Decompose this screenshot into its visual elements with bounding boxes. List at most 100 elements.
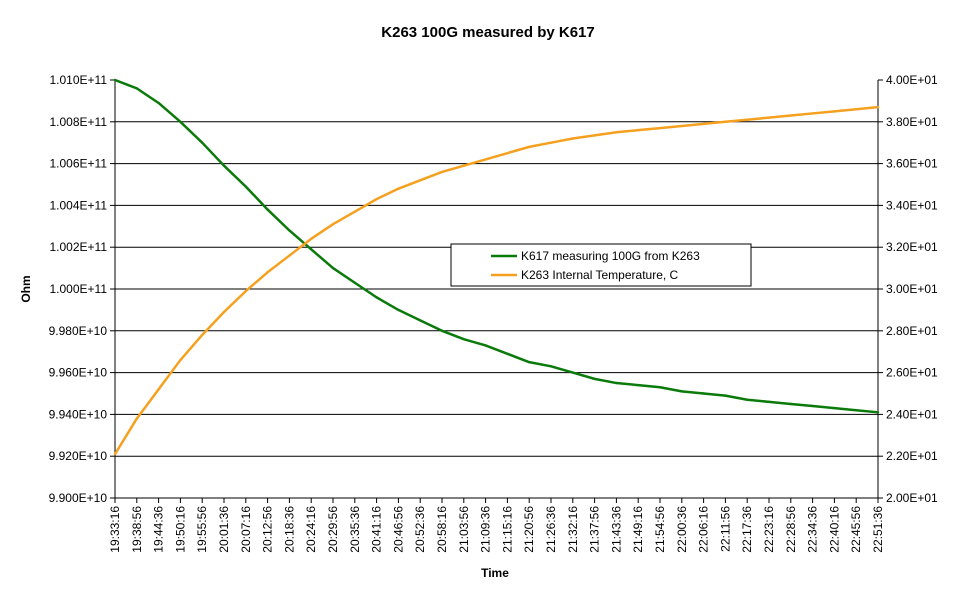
x-tick-label: 21:15:16 [500,506,514,553]
y-axis-title: Ohm [19,275,33,302]
y2-tick-label: 3.80E+01 [886,115,938,129]
x-axis: 19:33:16 19:38:56 19:44:36 19:50:16 19:55:56… [108,497,885,553]
data-point-k617 [310,248,313,251]
data-point-temperature [855,108,858,111]
y-tick-label: 1.008E+11 [50,115,108,129]
x-tick-label: 22:11:56 [718,506,732,552]
y-tick-label: 9.960E+10 [49,366,108,380]
data-point-temperature [266,271,269,274]
y2-tick-label: 3.60E+01 [886,157,938,171]
data-point-k617 [767,400,771,404]
y2-tick-label: 2.40E+01 [886,407,938,421]
data-point-k617 [593,377,596,381]
x-tick-label: 21:43:36 [609,506,623,553]
data-point-k617 [528,360,531,364]
data-point-temperature [222,310,226,314]
data-point-temperature [528,145,531,149]
data-point-temperature [397,187,400,190]
x-tick-label: 22:06:16 [697,506,711,553]
data-point-temperature [724,120,727,124]
x-tick-label: 20:18:36 [282,506,296,553]
data-point-temperature [462,164,465,167]
y2-tick-label: 2.00E+01 [886,491,938,505]
data-point-temperature [767,116,771,119]
data-point-temperature [593,134,596,137]
x-tick-label: 19:38:56 [130,506,144,553]
data-point-k617 [549,365,553,368]
data-point-k617 [440,329,444,332]
data-point-k617 [353,281,356,284]
data-point-k617 [135,87,138,90]
x-tick-label: 22:34:36 [806,506,820,553]
data-point-temperature [702,122,705,126]
x-tick-label: 21:09:36 [479,506,493,553]
x-tick-label: 20:12:56 [261,506,275,553]
data-point-k617 [615,381,618,385]
x-tick-label: 20:01:36 [217,506,231,553]
data-point-temperature [244,289,247,293]
data-point-temperature [113,452,117,456]
data-point-k617 [484,344,487,347]
data-point-k617 [637,383,640,387]
y-tick-label: 9.900E+10 [49,491,108,505]
data-point-k617 [397,308,400,312]
x-tick-label: 20:46:56 [391,506,405,553]
y2-tick-label: 2.60E+01 [886,366,938,380]
x-tick-label: 20:29:56 [326,506,340,553]
data-point-temperature [571,137,574,140]
y-tick-label: 1.006E+11 [50,157,108,171]
data-point-temperature [615,131,618,134]
data-point-temperature [288,254,291,257]
y-tick-label: 9.940E+10 [49,407,108,421]
x-tick-label: 22:23:16 [762,506,776,553]
data-point-k617 [658,386,662,389]
x-tick-label: 19:33:16 [108,506,122,553]
data-point-k617 [375,296,378,299]
x-tick-label: 21:49:16 [631,506,645,553]
y-tick-label: 1.004E+11 [50,198,108,212]
data-point-temperature [331,223,335,226]
data-point-k617 [331,266,335,270]
data-point-k617 [702,392,705,395]
y-tick-label: 1.000E+11 [50,282,108,296]
data-point-temperature [201,333,204,337]
x-axis-title: Time [481,566,509,580]
x-tick-label: 20:24:16 [304,506,318,553]
y2-tick-label: 4.00E+01 [886,73,938,87]
y-tick-label: 9.920E+10 [49,449,108,463]
y2-tick-label: 2.80E+01 [886,324,938,338]
data-point-k617 [462,337,465,341]
data-point-temperature [179,358,182,362]
y2-tick-label: 2.20E+01 [886,449,938,463]
x-tick-label: 19:44:36 [152,506,166,553]
legend: K617 measuring 100G from K263 K263 Inter… [450,243,752,287]
legend-box [450,243,752,287]
x-tick-label: 22:45:56 [849,506,863,553]
data-point-temperature [440,170,444,174]
x-tick-label: 22:40:16 [827,506,841,553]
data-point-temperature [680,124,683,128]
x-tick-label: 22:17:36 [740,506,754,553]
data-point-temperature [637,128,640,132]
x-tick-label: 20:07:16 [239,506,253,553]
data-point-k617 [855,409,858,412]
x-tick-label: 21:26:36 [544,506,558,553]
x-tick-label: 20:41:16 [370,506,384,553]
data-point-k617 [571,371,574,374]
data-point-k617 [201,141,204,144]
data-point-k617 [288,229,291,232]
data-point-temperature [353,210,356,213]
x-tick-label: 21:20:56 [522,506,536,553]
x-tick-label: 21:03:56 [457,506,471,553]
x-tick-label: 22:00:36 [675,506,689,553]
y-tick-label: 9.980E+10 [49,324,108,338]
y2-tick-label: 3.40E+01 [886,198,938,212]
data-point-temperature [419,179,422,182]
x-tick-label: 20:52:36 [413,506,427,553]
x-tick-label: 20:58:16 [435,506,449,553]
x-tick-label: 19:55:56 [195,506,209,553]
data-point-temperature [833,110,836,113]
left-y-axis: 9.900E+10 9.920E+10 9.940E+10 9.960E+10 9.98… [49,73,116,505]
data-point-k617 [811,404,814,408]
